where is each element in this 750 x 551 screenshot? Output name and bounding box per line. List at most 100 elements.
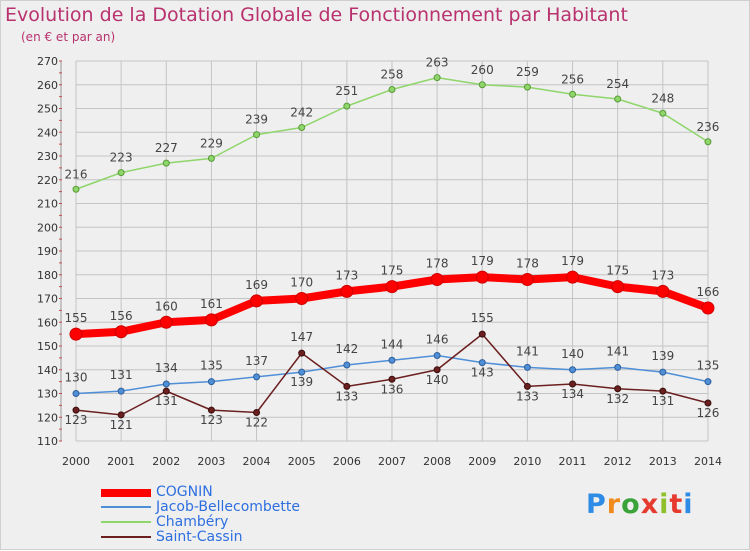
y-tick-label: 210 [37,198,58,211]
data-label-jacob-bellecombette: 141 [516,344,539,358]
x-tick-label: 2008 [423,455,451,468]
legend-item-jacob-bellecombette: Jacob-Bellecombette [101,500,361,515]
point-jacob-bellecombette [298,368,306,376]
y-tick-label: 160 [37,316,58,329]
y-tick-label: 190 [37,245,58,258]
data-label-saint-cassin: 126 [697,406,720,420]
point-chambery [388,86,396,93]
y-tick-label: 200 [37,221,58,234]
legend-label-saint-cassin: Saint-Cassin [156,529,243,545]
logo-letter: i [659,489,670,520]
y-tick-label: 250 [37,103,58,116]
legend-swatch-cognin [101,489,151,497]
data-label-saint-cassin: 123 [65,413,88,427]
point-cognin [656,284,670,298]
point-saint-cassin [569,380,577,388]
data-label-saint-cassin: 140 [426,373,449,387]
point-cognin [204,313,218,327]
x-tick-label: 2001 [107,455,135,468]
legend-item-cognin: COGNIN [101,485,361,500]
point-saint-cassin [614,385,622,393]
point-jacob-bellecombette [343,361,351,369]
y-tick-label: 270 [37,55,58,68]
point-cognin [430,273,444,286]
point-chambery [614,95,622,103]
x-tick-label: 2000 [62,455,90,468]
point-chambery [117,169,125,177]
point-cognin [340,284,354,298]
data-label-jacob-bellecombette: 139 [290,375,313,389]
point-chambery [298,124,306,131]
data-label-cognin: 160 [155,299,178,313]
point-saint-cassin [478,330,486,338]
y-tick-label: 240 [37,126,58,139]
point-saint-cassin [388,375,396,383]
point-saint-cassin [659,387,667,395]
x-tick-label: 2007 [378,455,406,468]
logo-letter: t [669,489,684,520]
x-tick-label: 2005 [288,455,316,468]
y-tick-label: 260 [37,79,58,92]
x-tick-label: 2002 [152,455,180,468]
legend-item-saint-cassin: Saint-Cassin [101,530,361,545]
data-labels: 155 156 160 161 169 170 173 175 178 179 178 179 175 1… [65,56,720,432]
legend-label-jacob-bellecombette: Jacob-Bellecombette [156,499,301,515]
data-label-chambery: 239 [245,113,268,127]
point-cognin [611,280,625,294]
point-jacob-bellecombette [207,378,215,386]
point-cognin [520,273,534,286]
x-tick-label: 2010 [513,455,541,468]
point-chambery [433,74,441,82]
data-label-cognin: 156 [110,309,133,323]
data-label-saint-cassin: 155 [471,311,494,325]
point-chambery [659,109,667,117]
logo-letter: P [586,489,607,520]
point-chambery [569,90,577,98]
logo-letter: i [683,489,694,520]
y-axis-ticks: 110 120 130 140 150 160 170 180 190 200 210 220 230 2… [37,55,58,448]
point-saint-cassin [253,409,261,416]
y-tick-label: 110 [37,435,58,448]
data-label-saint-cassin: 123 [200,413,223,427]
data-label-saint-cassin: 136 [381,382,404,396]
data-label-jacob-bellecombette: 134 [155,361,178,375]
data-label-saint-cassin: 132 [606,392,629,406]
data-label-chambery: 259 [516,65,539,79]
data-label-chambery: 251 [335,84,358,98]
data-label-chambery: 236 [697,120,720,134]
data-label-jacob-bellecombette: 131 [110,368,133,382]
point-jacob-bellecombette [117,387,125,395]
point-jacob-bellecombette [253,373,261,381]
point-saint-cassin [343,382,351,390]
point-jacob-bellecombette [388,356,396,364]
data-label-chambery: 260 [471,63,494,77]
data-label-saint-cassin: 122 [245,416,268,430]
data-label-chambery: 229 [200,136,223,150]
data-label-jacob-bellecombette: 143 [471,366,494,380]
data-label-cognin: 173 [651,268,674,282]
data-label-cognin: 161 [200,297,223,311]
point-jacob-bellecombette [659,368,667,376]
data-label-jacob-bellecombette: 146 [426,333,449,347]
point-cognin [701,301,715,315]
data-label-cognin: 173 [335,268,358,282]
point-chambery [253,131,261,139]
point-saint-cassin [117,411,125,419]
point-jacob-bellecombette [614,363,622,371]
point-saint-cassin [72,406,80,414]
x-tick-label: 2014 [694,455,722,468]
point-chambery [207,154,215,162]
point-saint-cassin [298,349,306,357]
point-cognin [295,292,309,305]
data-label-saint-cassin: 133 [335,389,358,403]
y-tick-label: 130 [37,388,58,401]
data-label-chambery: 227 [155,141,178,155]
point-cognin [69,327,83,341]
point-jacob-bellecombette [704,378,712,386]
legend-item-chambery: Chambéry [101,515,361,530]
y-tick-label: 230 [37,150,58,163]
legend-label-chambery: Chambéry [156,514,229,530]
point-cognin [385,280,399,294]
data-label-jacob-bellecombette: 135 [200,359,223,373]
